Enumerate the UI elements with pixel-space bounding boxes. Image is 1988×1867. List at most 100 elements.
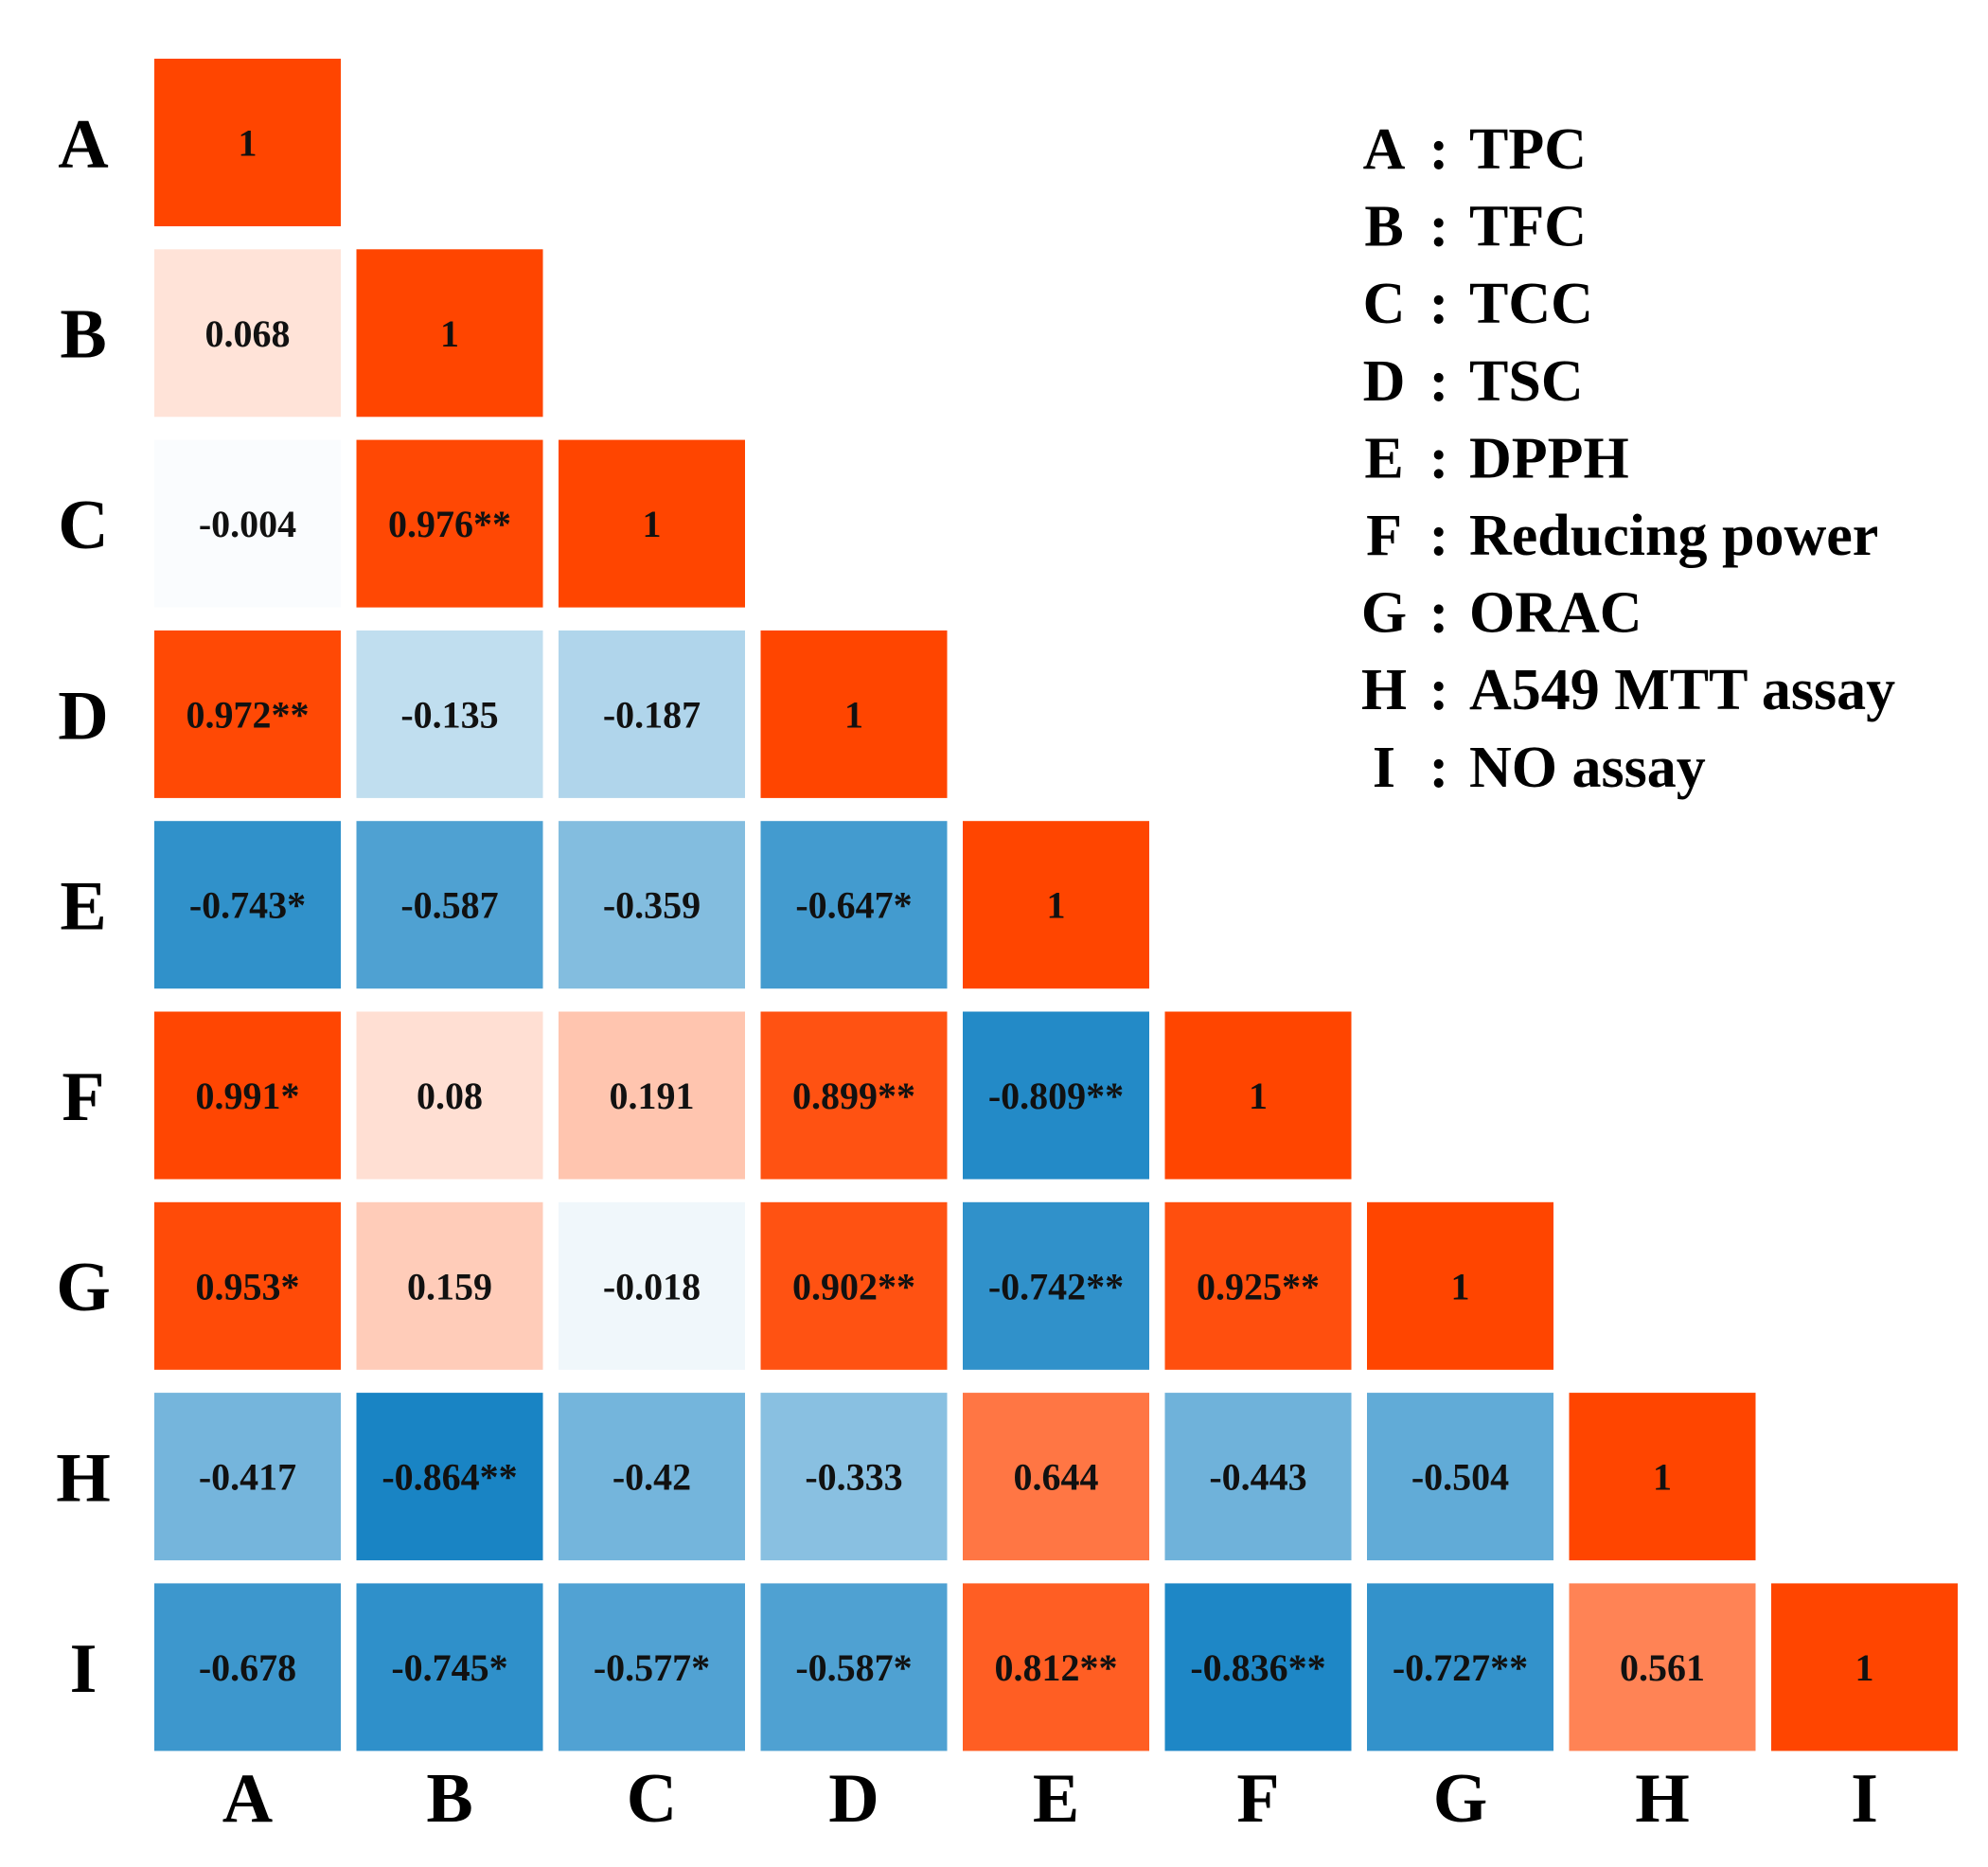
heatmap-cell-value: 0.068 [205, 312, 291, 355]
heatmap-cell-value: 0.644 [1014, 1456, 1099, 1499]
heatmap-cell-I-C: -0.577* [559, 1583, 745, 1751]
heatmap-cell-fill [559, 1583, 745, 1751]
legend-separator: : [1429, 272, 1449, 336]
heatmap-cell-fill [1367, 1201, 1553, 1370]
legend-name: TPC [1469, 117, 1587, 182]
heatmap-cell-fill [356, 1201, 543, 1370]
heatmap-cell-fill [963, 1011, 1149, 1180]
heatmap-cell-F-C: 0.191 [559, 1011, 745, 1180]
y-tick-label-A: A [58, 105, 108, 183]
heatmap-cell-value: 0.991* [196, 1075, 300, 1117]
heatmap-cell-fill [154, 630, 341, 798]
heatmap-cell-value: -0.864** [382, 1456, 517, 1499]
heatmap-cell-I-D: -0.587* [760, 1583, 948, 1751]
heatmap-cell-value: 1 [643, 503, 662, 545]
heatmap-cell-value: 0.191 [610, 1075, 695, 1117]
heatmap-cell-fill [760, 630, 948, 798]
legend-key: H [1361, 658, 1407, 722]
heatmap-cell-value: 1 [844, 693, 863, 736]
heatmap-cell-value: -0.647* [795, 884, 912, 927]
heatmap-cell-A-A: 1 [154, 59, 341, 226]
heatmap-cell-fill [559, 1011, 745, 1180]
heatmap-cell-value: 1 [1653, 1456, 1672, 1499]
legend-key: E [1364, 426, 1403, 490]
legend-name: TFC [1469, 195, 1587, 259]
legend-separator: : [1429, 349, 1449, 414]
heatmap-cell-fill [559, 1393, 745, 1561]
heatmap-cell-fill [1569, 1393, 1756, 1561]
legend-entry-I: I: NO assay [1373, 736, 1706, 800]
heatmap-cell-F-D: 0.899** [760, 1011, 948, 1180]
x-tick-label-H: H [1635, 1760, 1690, 1838]
heatmap-cell-I-I: 1 [1771, 1583, 1958, 1751]
heatmap-cell-fill [154, 1011, 341, 1180]
heatmap-cell-fill [559, 630, 745, 798]
heatmap-cell-D-C: -0.187 [559, 630, 745, 798]
heatmap-cell-value: -0.678 [199, 1646, 296, 1689]
heatmap-cell-G-C: -0.018 [559, 1201, 745, 1370]
heatmap-cell-fill [963, 1583, 1149, 1751]
heatmap-cell-G-F: 0.925** [1164, 1201, 1352, 1370]
legend-entry-C: C: TCC [1363, 272, 1593, 336]
heatmap-cell-H-F: -0.443 [1164, 1393, 1352, 1561]
x-tick-label-B: B [426, 1760, 472, 1838]
heatmap-cell-value: -0.018 [603, 1265, 701, 1307]
heatmap-cell-G-D: 0.902** [760, 1201, 948, 1370]
heatmap-cell-fill [1367, 1583, 1553, 1751]
heatmap-cell-value: 0.925** [1197, 1265, 1320, 1307]
legend-separator: : [1429, 195, 1449, 259]
y-tick-label-G: G [56, 1249, 111, 1326]
legend-key: D [1363, 349, 1406, 414]
legend-separator: : [1429, 581, 1449, 646]
heatmap-cell-fill [760, 1583, 948, 1751]
heatmap-cell-I-A: -0.678 [154, 1583, 341, 1751]
heatmap-cell-fill [154, 439, 341, 608]
heatmap-cell-fill [1771, 1583, 1958, 1751]
heatmap-cell-value: -0.809** [988, 1075, 1124, 1117]
heatmap-cell-fill [1367, 1393, 1553, 1561]
heatmap-cell-I-F: -0.836** [1164, 1583, 1352, 1751]
heatmap-cell-fill [356, 821, 543, 989]
heatmap-cell-fill [154, 59, 341, 226]
heatmap-cell-H-H: 1 [1569, 1393, 1756, 1561]
x-tick-label-G: G [1433, 1760, 1488, 1838]
legend-name: Reducing power [1469, 504, 1878, 568]
heatmap-cell-value: -0.587 [400, 884, 498, 927]
legend-name: NO assay [1469, 736, 1706, 800]
heatmap-cell-H-D: -0.333 [760, 1393, 948, 1561]
heatmap-cell-value: -0.004 [199, 503, 296, 545]
legend-entry-E: E: DPPH [1364, 426, 1628, 490]
heatmap-cell-fill [154, 1201, 341, 1370]
variable-legend: A: TPC B: TFC C: TCC D: TSC E: DPPH F: Reducing pow… [1361, 117, 1895, 800]
heatmap-cell-value: 0.159 [407, 1265, 492, 1307]
legend-key: G [1361, 581, 1407, 646]
y-tick-label-C: C [58, 487, 108, 564]
heatmap-cell-fill [559, 1201, 745, 1370]
heatmap-cell-value: 0.976** [388, 503, 511, 545]
heatmap-cell-fill [1164, 1011, 1352, 1180]
heatmap-cell-fill [356, 1011, 543, 1180]
y-tick-label-E: E [60, 868, 106, 946]
heatmap-cell-value: 1 [1249, 1075, 1268, 1117]
legend-name: TCC [1469, 272, 1593, 336]
heatmap-cell-I-E: 0.812** [963, 1583, 1149, 1751]
heatmap-cell-value: -0.836** [1190, 1646, 1325, 1689]
heatmap-cell-D-D: 1 [760, 630, 948, 798]
heatmap-cell-value: 0.972** [186, 693, 310, 736]
heatmap-cell-value: -0.504 [1411, 1456, 1509, 1499]
heatmap-cell-D-B: -0.135 [356, 630, 543, 798]
heatmap-cell-C-B: 0.976** [356, 439, 543, 608]
legend-separator: : [1429, 658, 1449, 722]
heatmap-cell-F-F: 1 [1164, 1011, 1352, 1180]
heatmap-cell-value: 1 [239, 122, 257, 165]
heatmap-cell-B-A: 0.068 [154, 249, 341, 418]
heatmap-cell-value: 1 [440, 312, 459, 355]
heatmap-cell-fill [154, 821, 341, 989]
legend-entry-G: G: ORAC [1361, 581, 1642, 646]
heatmap-cell-value: -0.587* [795, 1646, 912, 1689]
legend-entry-F: F: Reducing power [1366, 504, 1878, 568]
heatmap-cell-fill [154, 249, 341, 418]
heatmap-cell-E-D: -0.647* [760, 821, 948, 989]
legend-key: I [1373, 736, 1395, 800]
heatmap-cell-G-A: 0.953* [154, 1201, 341, 1370]
